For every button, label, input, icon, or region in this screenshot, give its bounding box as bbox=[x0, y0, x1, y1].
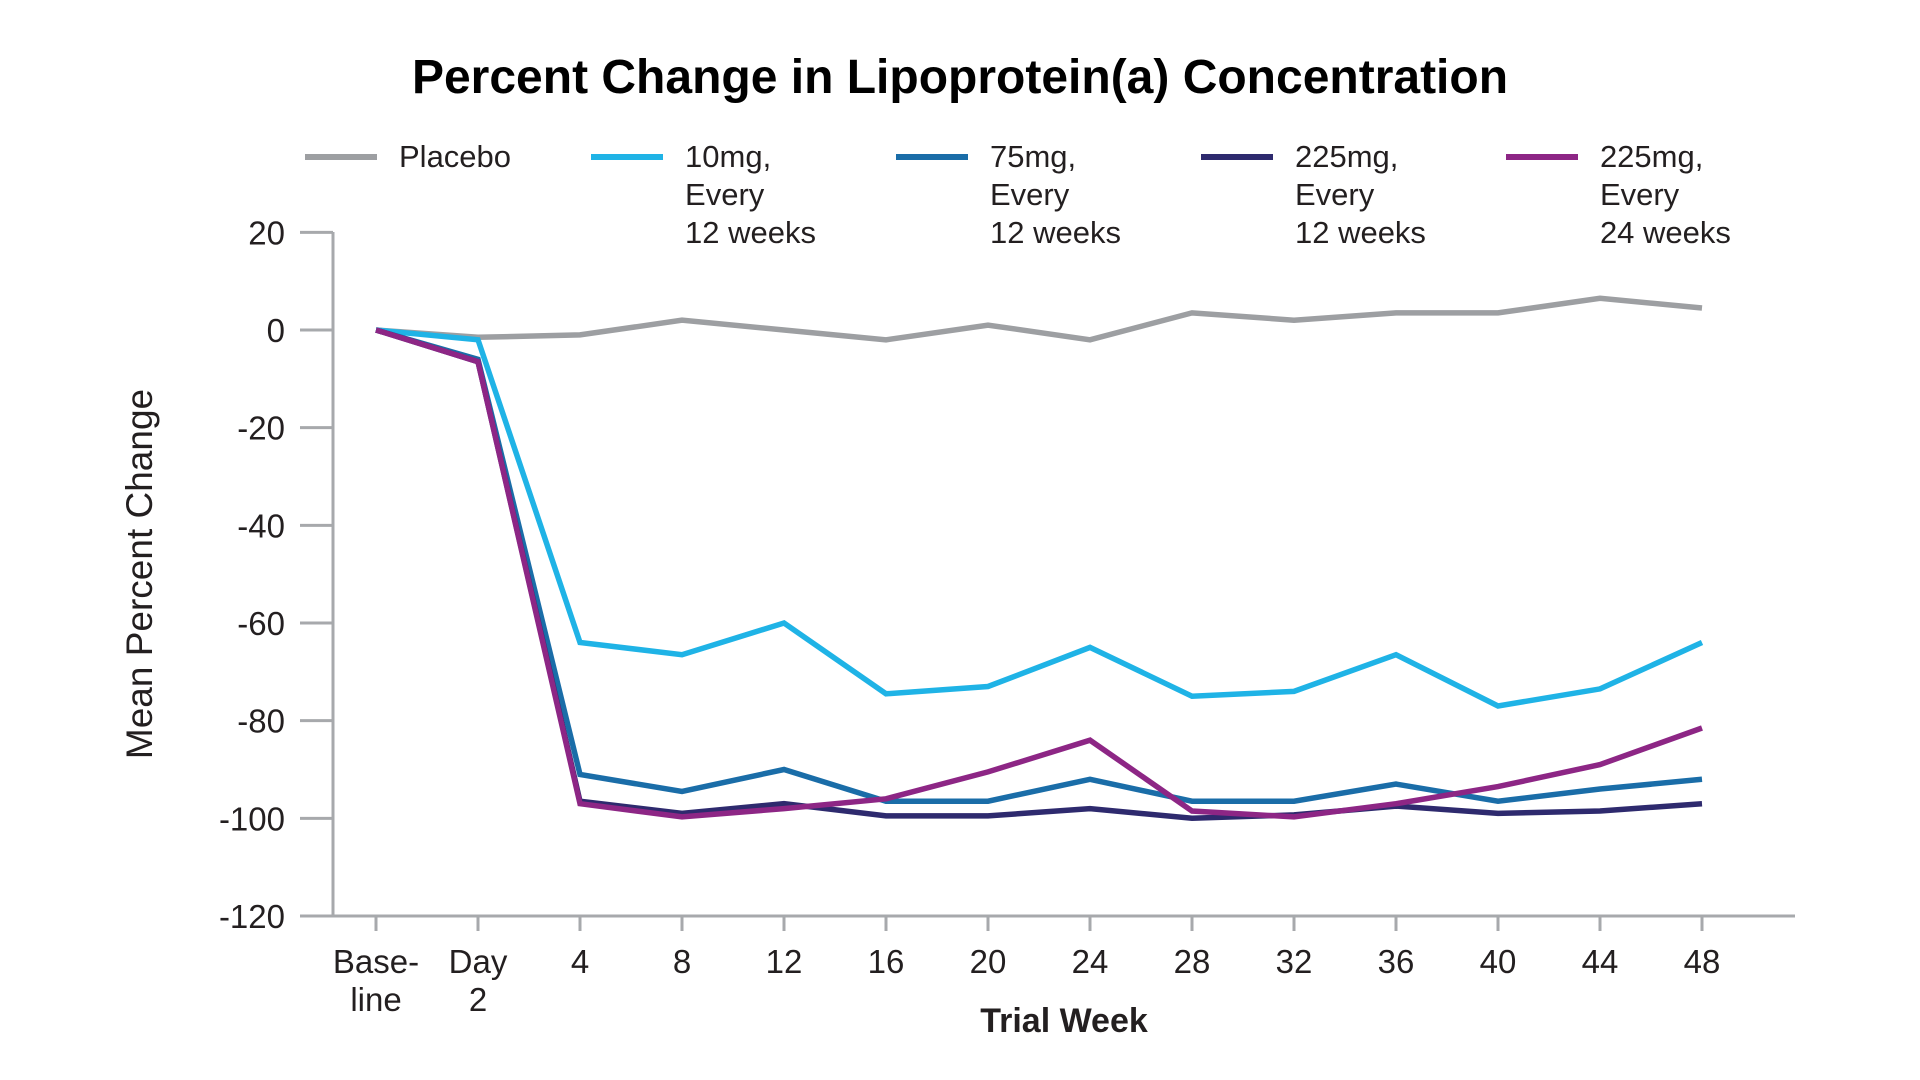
series-line-2 bbox=[375, 327, 1703, 804]
x-tick-label: Base-line bbox=[333, 943, 419, 1018]
legend-item-2: 75mg, Every 12 weeks bbox=[896, 138, 1121, 251]
series-line-1 bbox=[375, 327, 1704, 709]
x-tick-label: 36 bbox=[1378, 943, 1415, 980]
legend-swatch-icon bbox=[896, 154, 968, 160]
legend-swatch-icon bbox=[1505, 154, 1578, 160]
x-tick-label: 20 bbox=[970, 943, 1007, 980]
legend-label: 75mg, Every 12 weeks bbox=[990, 139, 1121, 250]
legend-item-0: Placebo bbox=[305, 138, 511, 176]
legend: Placebo 10mg, Every 12 weeks 75mg, Every 1… bbox=[305, 138, 1731, 251]
x-tick-label: 48 bbox=[1684, 943, 1721, 980]
y-tick-label: -40 bbox=[237, 507, 285, 544]
x-axis-title: Trial Week bbox=[980, 1002, 1148, 1040]
y-tick-label: 0 bbox=[267, 312, 285, 349]
x-tick-label: 16 bbox=[868, 943, 905, 980]
legend-item-4: 225mg, Every 24 weeks bbox=[1505, 138, 1731, 251]
legend-label: Placebo bbox=[399, 139, 512, 174]
x-tick-label: 44 bbox=[1582, 943, 1619, 980]
x-tick-label: 12 bbox=[766, 943, 803, 980]
chart-title: Percent Change in Lipoprotein(a) Concent… bbox=[411, 51, 1509, 104]
legend-swatch-icon bbox=[1200, 154, 1273, 160]
legend-item-1: 10mg, Every 12 weeks bbox=[591, 138, 816, 251]
x-tick-label: 8 bbox=[673, 943, 691, 980]
y-tick-label: -120 bbox=[219, 898, 285, 935]
legend-swatch-icon bbox=[591, 154, 664, 160]
y-tick-label: -80 bbox=[237, 703, 285, 740]
x-tick-label: 40 bbox=[1480, 943, 1517, 980]
legend-item-3: 225mg, Every 12 weeks bbox=[1200, 138, 1426, 251]
y-tick-label: -60 bbox=[237, 605, 285, 642]
x-tick-label: 28 bbox=[1174, 943, 1211, 980]
axes bbox=[331, 232, 1795, 918]
legend-label: 225mg, Every 12 weeks bbox=[1294, 139, 1426, 250]
y-tick-label: 20 bbox=[248, 214, 285, 251]
x-tick-label: 4 bbox=[571, 943, 589, 980]
series-line-0 bbox=[375, 295, 1703, 343]
legend-swatch-icon bbox=[305, 154, 377, 160]
y-tick-label: -20 bbox=[237, 410, 285, 447]
legend-label: 10mg, Every 12 weeks bbox=[685, 139, 816, 250]
series-line-4 bbox=[375, 327, 1703, 820]
y-axis-ticks: 20 0 -20 -40 -60 -80 -100 -120 bbox=[219, 214, 333, 935]
legend-label: 225mg, Every 24 weeks bbox=[1599, 139, 1731, 250]
y-tick-label: -100 bbox=[219, 800, 285, 837]
x-tick-label: Day 2 bbox=[449, 943, 508, 1018]
x-tick-label: 32 bbox=[1276, 943, 1313, 980]
x-tick-label: 24 bbox=[1072, 943, 1109, 980]
